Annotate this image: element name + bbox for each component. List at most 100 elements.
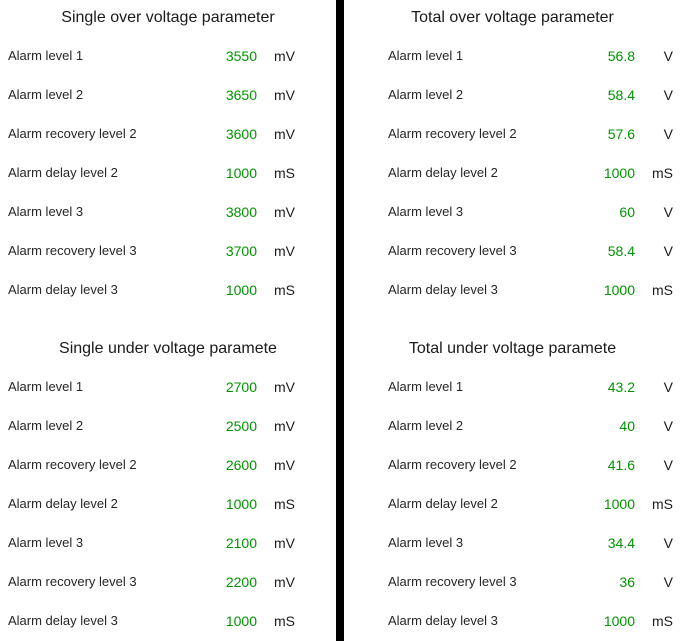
parameter-row: Alarm level 2 3650 mV bbox=[0, 75, 336, 114]
parameter-label: Alarm recovery level 3 bbox=[388, 574, 517, 589]
parameter-value[interactable]: 43.2 bbox=[607, 378, 635, 395]
parameter-unit: mV bbox=[274, 86, 295, 103]
parameter-label: Alarm level 2 bbox=[8, 87, 84, 102]
parameter-label: Alarm delay level 3 bbox=[388, 613, 498, 628]
parameter-label: Alarm delay level 2 bbox=[8, 165, 118, 180]
parameter-row: Alarm recovery level 2 57.6 V bbox=[344, 114, 681, 153]
parameter-row: Alarm recovery level 2 41.6 V bbox=[344, 445, 681, 484]
parameter-label: Alarm level 3 bbox=[388, 204, 464, 219]
parameter-value[interactable]: 3800 bbox=[225, 203, 257, 220]
parameter-value[interactable]: 3650 bbox=[225, 86, 257, 103]
parameter-label: Alarm delay level 2 bbox=[388, 165, 498, 180]
parameter-value[interactable]: 40 bbox=[619, 417, 635, 434]
panel-title-total-under-voltage: Total under voltage paramete bbox=[408, 340, 617, 357]
parameter-row: Alarm level 1 2700 mV bbox=[0, 367, 336, 406]
panel-gap bbox=[0, 309, 336, 331]
parameter-value[interactable]: 57.6 bbox=[607, 125, 635, 142]
parameter-label: Alarm delay level 3 bbox=[8, 613, 118, 628]
parameter-value[interactable]: 3600 bbox=[225, 125, 257, 142]
parameter-label: Alarm recovery level 2 bbox=[8, 457, 137, 472]
parameter-label: Alarm delay level 3 bbox=[388, 282, 498, 297]
parameter-row: Alarm level 3 34.4 V bbox=[344, 523, 681, 562]
parameter-unit: mV bbox=[274, 417, 295, 434]
parameter-row: Alarm recovery level 3 58.4 V bbox=[344, 231, 681, 270]
parameter-unit: mV bbox=[274, 125, 295, 142]
parameter-unit: V bbox=[663, 378, 673, 395]
parameter-unit: mS bbox=[652, 281, 673, 298]
parameter-value[interactable]: 1000 bbox=[225, 281, 257, 298]
panel-total-under-voltage: Total under voltage paramete Alarm level… bbox=[344, 331, 681, 640]
parameter-value[interactable]: 41.6 bbox=[607, 456, 635, 473]
parameter-row: Alarm level 3 2100 mV bbox=[0, 523, 336, 562]
parameter-value[interactable]: 1000 bbox=[603, 164, 635, 181]
parameter-label: Alarm level 1 bbox=[8, 379, 84, 394]
parameter-unit: V bbox=[663, 47, 673, 64]
parameter-unit: mS bbox=[652, 495, 673, 512]
parameter-row: Alarm delay level 2 1000 mS bbox=[344, 484, 681, 523]
parameter-label: Alarm recovery level 3 bbox=[8, 243, 137, 258]
parameter-value[interactable]: 34.4 bbox=[607, 534, 635, 551]
parameter-unit: mV bbox=[274, 573, 295, 590]
parameter-unit: V bbox=[663, 203, 673, 220]
parameter-value[interactable]: 1000 bbox=[603, 612, 635, 629]
parameter-value[interactable]: 1000 bbox=[225, 495, 257, 512]
parameter-row: Alarm delay level 3 1000 mS bbox=[0, 601, 336, 640]
parameter-label: Alarm level 1 bbox=[388, 48, 464, 63]
panel-title-single-over-voltage: Single over voltage parameter bbox=[61, 9, 275, 26]
parameter-label: Alarm level 3 bbox=[8, 204, 84, 219]
parameter-unit: mV bbox=[274, 378, 295, 395]
parameter-label: Alarm recovery level 3 bbox=[8, 574, 137, 589]
parameter-value[interactable]: 58.4 bbox=[607, 242, 635, 259]
parameter-value[interactable]: 2500 bbox=[225, 417, 257, 434]
parameter-label: Alarm delay level 2 bbox=[8, 496, 118, 511]
panel-title-total-over-voltage: Total over voltage parameter bbox=[411, 9, 614, 26]
parameter-value[interactable]: 58.4 bbox=[607, 86, 635, 103]
parameter-row: Alarm delay level 3 1000 mS bbox=[344, 601, 681, 640]
parameter-label: Alarm recovery level 2 bbox=[388, 126, 517, 141]
parameter-value[interactable]: 3550 bbox=[225, 47, 257, 64]
parameter-value[interactable]: 2600 bbox=[225, 456, 257, 473]
parameter-value[interactable]: 1000 bbox=[225, 164, 257, 181]
parameter-row: Alarm recovery level 2 2600 mV bbox=[0, 445, 336, 484]
parameter-row: Alarm recovery level 2 3600 mV bbox=[0, 114, 336, 153]
parameter-value[interactable]: 56.8 bbox=[607, 47, 635, 64]
parameter-unit: V bbox=[663, 417, 673, 434]
parameter-value[interactable]: 2100 bbox=[225, 534, 257, 551]
parameter-unit: V bbox=[663, 86, 673, 103]
parameter-label: Alarm level 1 bbox=[8, 48, 84, 63]
panel-single-under-voltage: Single under voltage paramete Alarm leve… bbox=[0, 331, 336, 640]
parameter-label: Alarm recovery level 2 bbox=[388, 457, 517, 472]
parameter-unit: mV bbox=[274, 456, 295, 473]
parameter-unit: mS bbox=[274, 281, 295, 298]
parameter-row: Alarm delay level 3 1000 mS bbox=[344, 270, 681, 309]
parameter-unit: V bbox=[663, 125, 673, 142]
parameter-value[interactable]: 1000 bbox=[603, 281, 635, 298]
parameter-row: Alarm delay level 2 1000 mS bbox=[0, 484, 336, 523]
parameter-value[interactable]: 1000 bbox=[225, 612, 257, 629]
parameter-unit: mS bbox=[652, 612, 673, 629]
parameter-row: Alarm delay level 2 1000 mS bbox=[344, 153, 681, 192]
left-column: Single over voltage parameter Alarm leve… bbox=[0, 0, 336, 641]
parameter-unit: mS bbox=[274, 164, 295, 181]
parameter-value[interactable]: 60 bbox=[619, 203, 635, 220]
parameter-label: Alarm level 3 bbox=[388, 535, 464, 550]
parameter-label: Alarm level 2 bbox=[388, 87, 464, 102]
panel-gap bbox=[344, 309, 681, 331]
parameter-row: Alarm recovery level 3 3700 mV bbox=[0, 231, 336, 270]
parameter-value[interactable]: 2700 bbox=[225, 378, 257, 395]
parameter-row: Alarm level 1 56.8 V bbox=[344, 36, 681, 75]
parameter-label: Alarm recovery level 2 bbox=[8, 126, 137, 141]
parameter-row: Alarm recovery level 3 2200 mV bbox=[0, 562, 336, 601]
panel-total-over-voltage: Total over voltage parameter Alarm level… bbox=[344, 0, 681, 309]
parameter-value[interactable]: 3700 bbox=[225, 242, 257, 259]
parameter-row: Alarm level 3 60 V bbox=[344, 192, 681, 231]
parameter-unit: mS bbox=[274, 495, 295, 512]
parameter-value[interactable]: 1000 bbox=[603, 495, 635, 512]
parameter-label: Alarm level 2 bbox=[8, 418, 84, 433]
parameter-row: Alarm level 2 40 V bbox=[344, 406, 681, 445]
parameter-unit: V bbox=[663, 534, 673, 551]
parameter-label: Alarm recovery level 3 bbox=[388, 243, 517, 258]
parameter-value[interactable]: 2200 bbox=[225, 573, 257, 590]
parameter-unit: mV bbox=[274, 47, 295, 64]
parameter-value[interactable]: 36 bbox=[619, 573, 635, 590]
